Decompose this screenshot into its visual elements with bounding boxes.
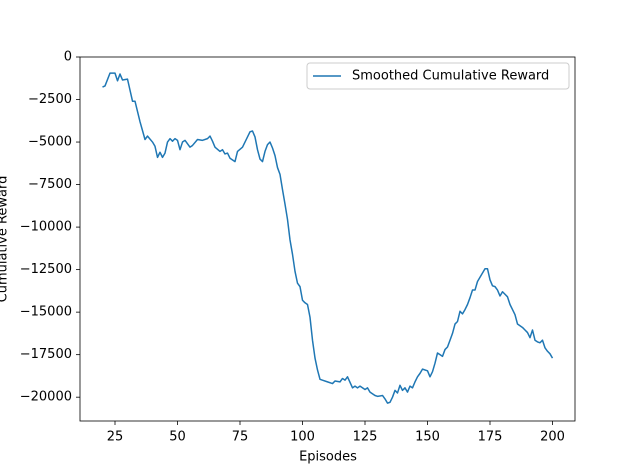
y-tick-label: −5000 [28, 135, 72, 150]
y-tick-label: −7500 [28, 177, 72, 192]
x-tick-label: 25 [107, 430, 124, 445]
x-tick-label: 75 [232, 430, 249, 445]
x-axis-label: Episodes [299, 450, 357, 465]
y-tick-label: −17500 [20, 347, 72, 362]
x-tick-label: 50 [169, 430, 186, 445]
x-tick-label: 100 [290, 430, 315, 445]
y-tick-label: −20000 [20, 390, 72, 405]
y-tick-label: −2500 [28, 92, 72, 107]
x-tick-label: 125 [353, 430, 378, 445]
legend-box [306, 62, 570, 90]
line-series [102, 72, 554, 404]
x-tick-label: 175 [478, 430, 503, 445]
y-tick-label: −12500 [20, 262, 72, 277]
y-tick-label: 0 [64, 50, 72, 65]
x-tick-label: 150 [415, 430, 440, 445]
y-tick-label: −10000 [20, 220, 72, 235]
x-tick-label: 200 [540, 430, 565, 445]
legend-label: Smoothed Cumulative Reward [352, 69, 549, 84]
y-axis-label: Cumulative Reward [0, 176, 11, 303]
y-tick-label: −15000 [20, 305, 72, 320]
axes-frame [79, 56, 576, 422]
